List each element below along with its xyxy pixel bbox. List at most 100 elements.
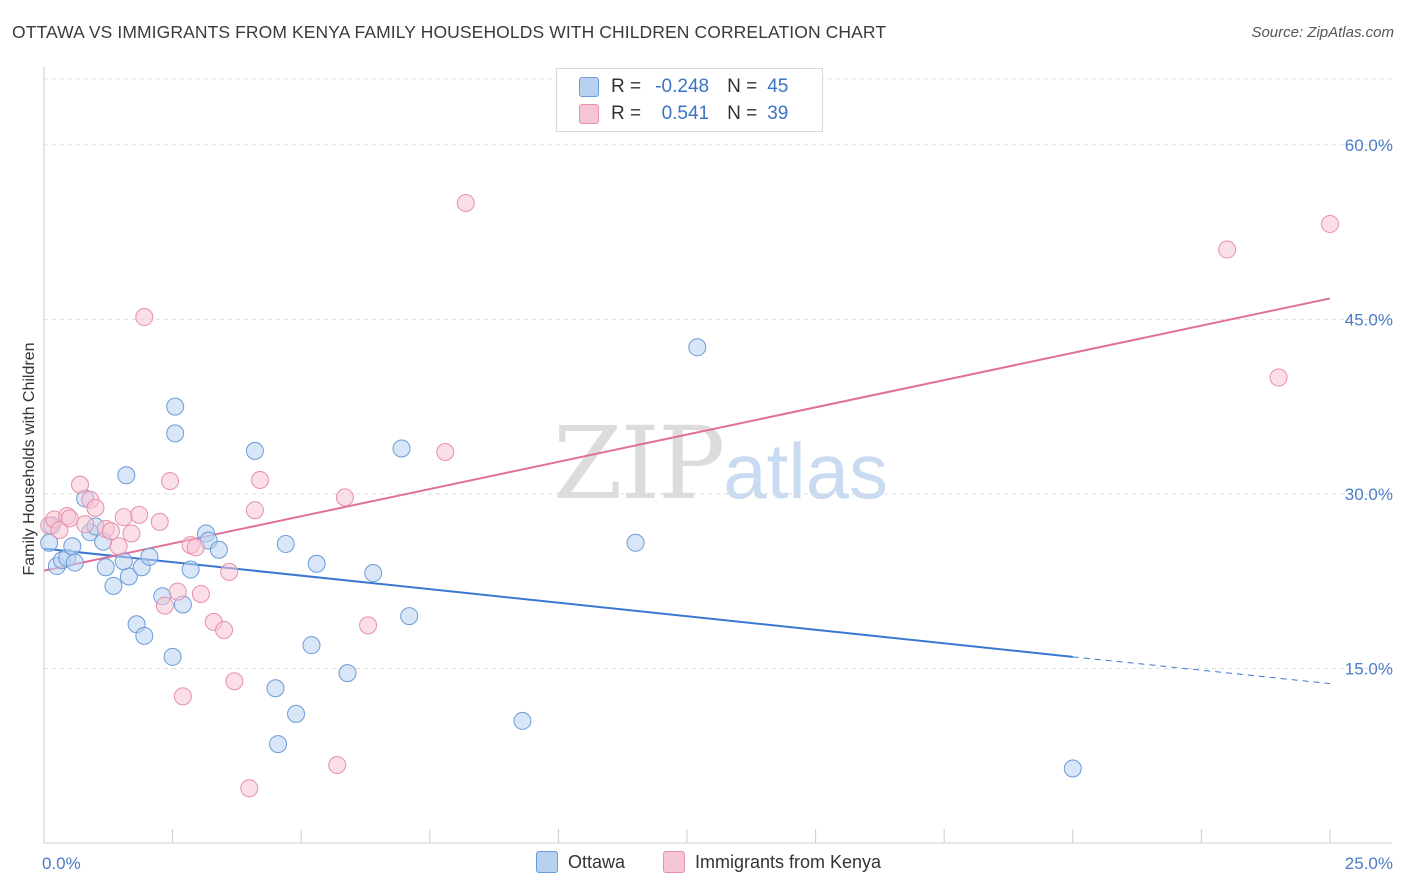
ottawa-swatch [579,77,599,97]
kenya-point [71,475,90,494]
y-tick-label: 45.0% [1345,310,1393,329]
kenya-point [1321,214,1339,233]
kenya-point [245,501,264,520]
watermark: ZIPatlas [553,405,888,522]
ottawa-point [166,397,185,416]
kenya-point [114,508,133,527]
kenya-point [225,672,244,691]
ottawa-point [688,338,707,357]
kenya-point [135,308,154,327]
kenya-point [60,509,79,528]
legend-item-label: Immigrants from Kenya [695,851,882,872]
ottawa-point [307,554,326,573]
ottawa-point [181,560,200,579]
ottawa-point [338,664,357,683]
ottawa-point [513,711,532,730]
y-axis-title: Family Households with Children [21,343,38,576]
kenya-point [1269,368,1288,387]
watermark-atlas: atlas [723,427,889,515]
tick-labels: 15.0% 30.0% 45.0% 60.0% 0.0% 25.0% Family Hous… [21,136,1393,873]
kenya-point [50,520,69,539]
legend-r-value: 0.541 [661,103,710,124]
legend-r-label: R = [611,76,642,97]
ottawa-point [104,576,123,595]
ottawa-point [287,704,306,723]
ottawa-point [63,537,82,556]
ottawa-point [166,424,185,443]
ottawa-trend-extension [1072,656,1331,685]
ottawa-point [1063,759,1082,778]
kenya-point [456,194,475,212]
ottawa-point [400,607,419,626]
ottawa-point [114,552,133,571]
legend-item-label: Ottawa [568,851,626,872]
kenya-point [86,498,105,517]
ottawa-point [96,558,115,577]
kenya-swatch [579,104,599,124]
ottawa-point [163,647,182,666]
y-tick-label: 60.0% [1345,136,1393,155]
y-tick-label: 15.0% [1345,659,1393,678]
kenya-point [215,621,234,640]
ottawa-point [364,564,383,583]
kenya-point [150,512,169,531]
kenya-trend-line [43,297,1331,572]
ottawa-point [266,679,285,698]
kenya-point [161,472,180,491]
kenya-point [109,537,128,556]
axes [43,67,1392,844]
kenya-point [76,515,95,534]
legend-n-value: 39 [767,103,789,124]
watermark-zip: ZIP [553,405,725,522]
ottawa-point [276,534,295,553]
kenya-point [240,779,259,798]
data-points [40,194,1339,798]
kenya-point [101,522,120,541]
legend-row-ottawa: R = -0.248 N = 45 [579,75,788,99]
kenya-point [130,505,149,524]
kenya-point [1218,240,1237,259]
ottawa-point [119,567,138,586]
ottawa-point [117,466,136,485]
kenya-point [335,488,354,507]
ottawa-point [269,735,288,754]
legend-n-label: N = [727,103,758,124]
series-legend: Ottawa Immigrants from Kenya [0,851,1406,877]
kenya-point [191,584,210,603]
legend-n-value: 45 [767,76,789,97]
source-label: Source: ZipAtlas.com [1251,24,1394,41]
ottawa-point [245,441,264,460]
kenya-point [168,582,187,601]
kenya-swatch [663,851,685,873]
gridlines [44,78,1392,669]
ottawa-point [135,626,154,645]
ottawa-trend-line [43,547,1073,658]
trend-lines [43,297,1331,685]
correlation-legend: R = -0.248 N = 45 R = 0.541 N = 39 [556,68,823,132]
ottawa-point [392,439,411,458]
x-tick-label: 25.0% [1345,854,1393,873]
legend-item-ottawa: Ottawa [536,851,625,873]
ottawa-point [140,547,159,566]
legend-item-kenya: Immigrants from Kenya [663,851,881,873]
kenya-point [122,524,141,543]
ottawa-swatch [536,851,558,873]
kenya-point [173,687,192,706]
kenya-point [436,443,455,462]
kenya-point [155,596,174,615]
legend-row-kenya: R = 0.541 N = 39 [579,102,788,126]
kenya-point [186,538,205,557]
ottawa-point [209,540,228,559]
ottawa-point [65,553,84,572]
ottawa-point [626,533,645,552]
kenya-point [251,470,270,489]
ottawa-point [302,636,321,655]
kenya-point [220,562,239,581]
chart-title: OTTAWA VS IMMIGRANTS FROM KENYA FAMILY H… [12,22,887,42]
x-tick-label: 0.0% [42,854,81,873]
legend-n-label: N = [727,76,758,97]
y-tick-label: 30.0% [1345,485,1393,504]
kenya-point [359,616,378,635]
kenya-point [328,756,347,775]
